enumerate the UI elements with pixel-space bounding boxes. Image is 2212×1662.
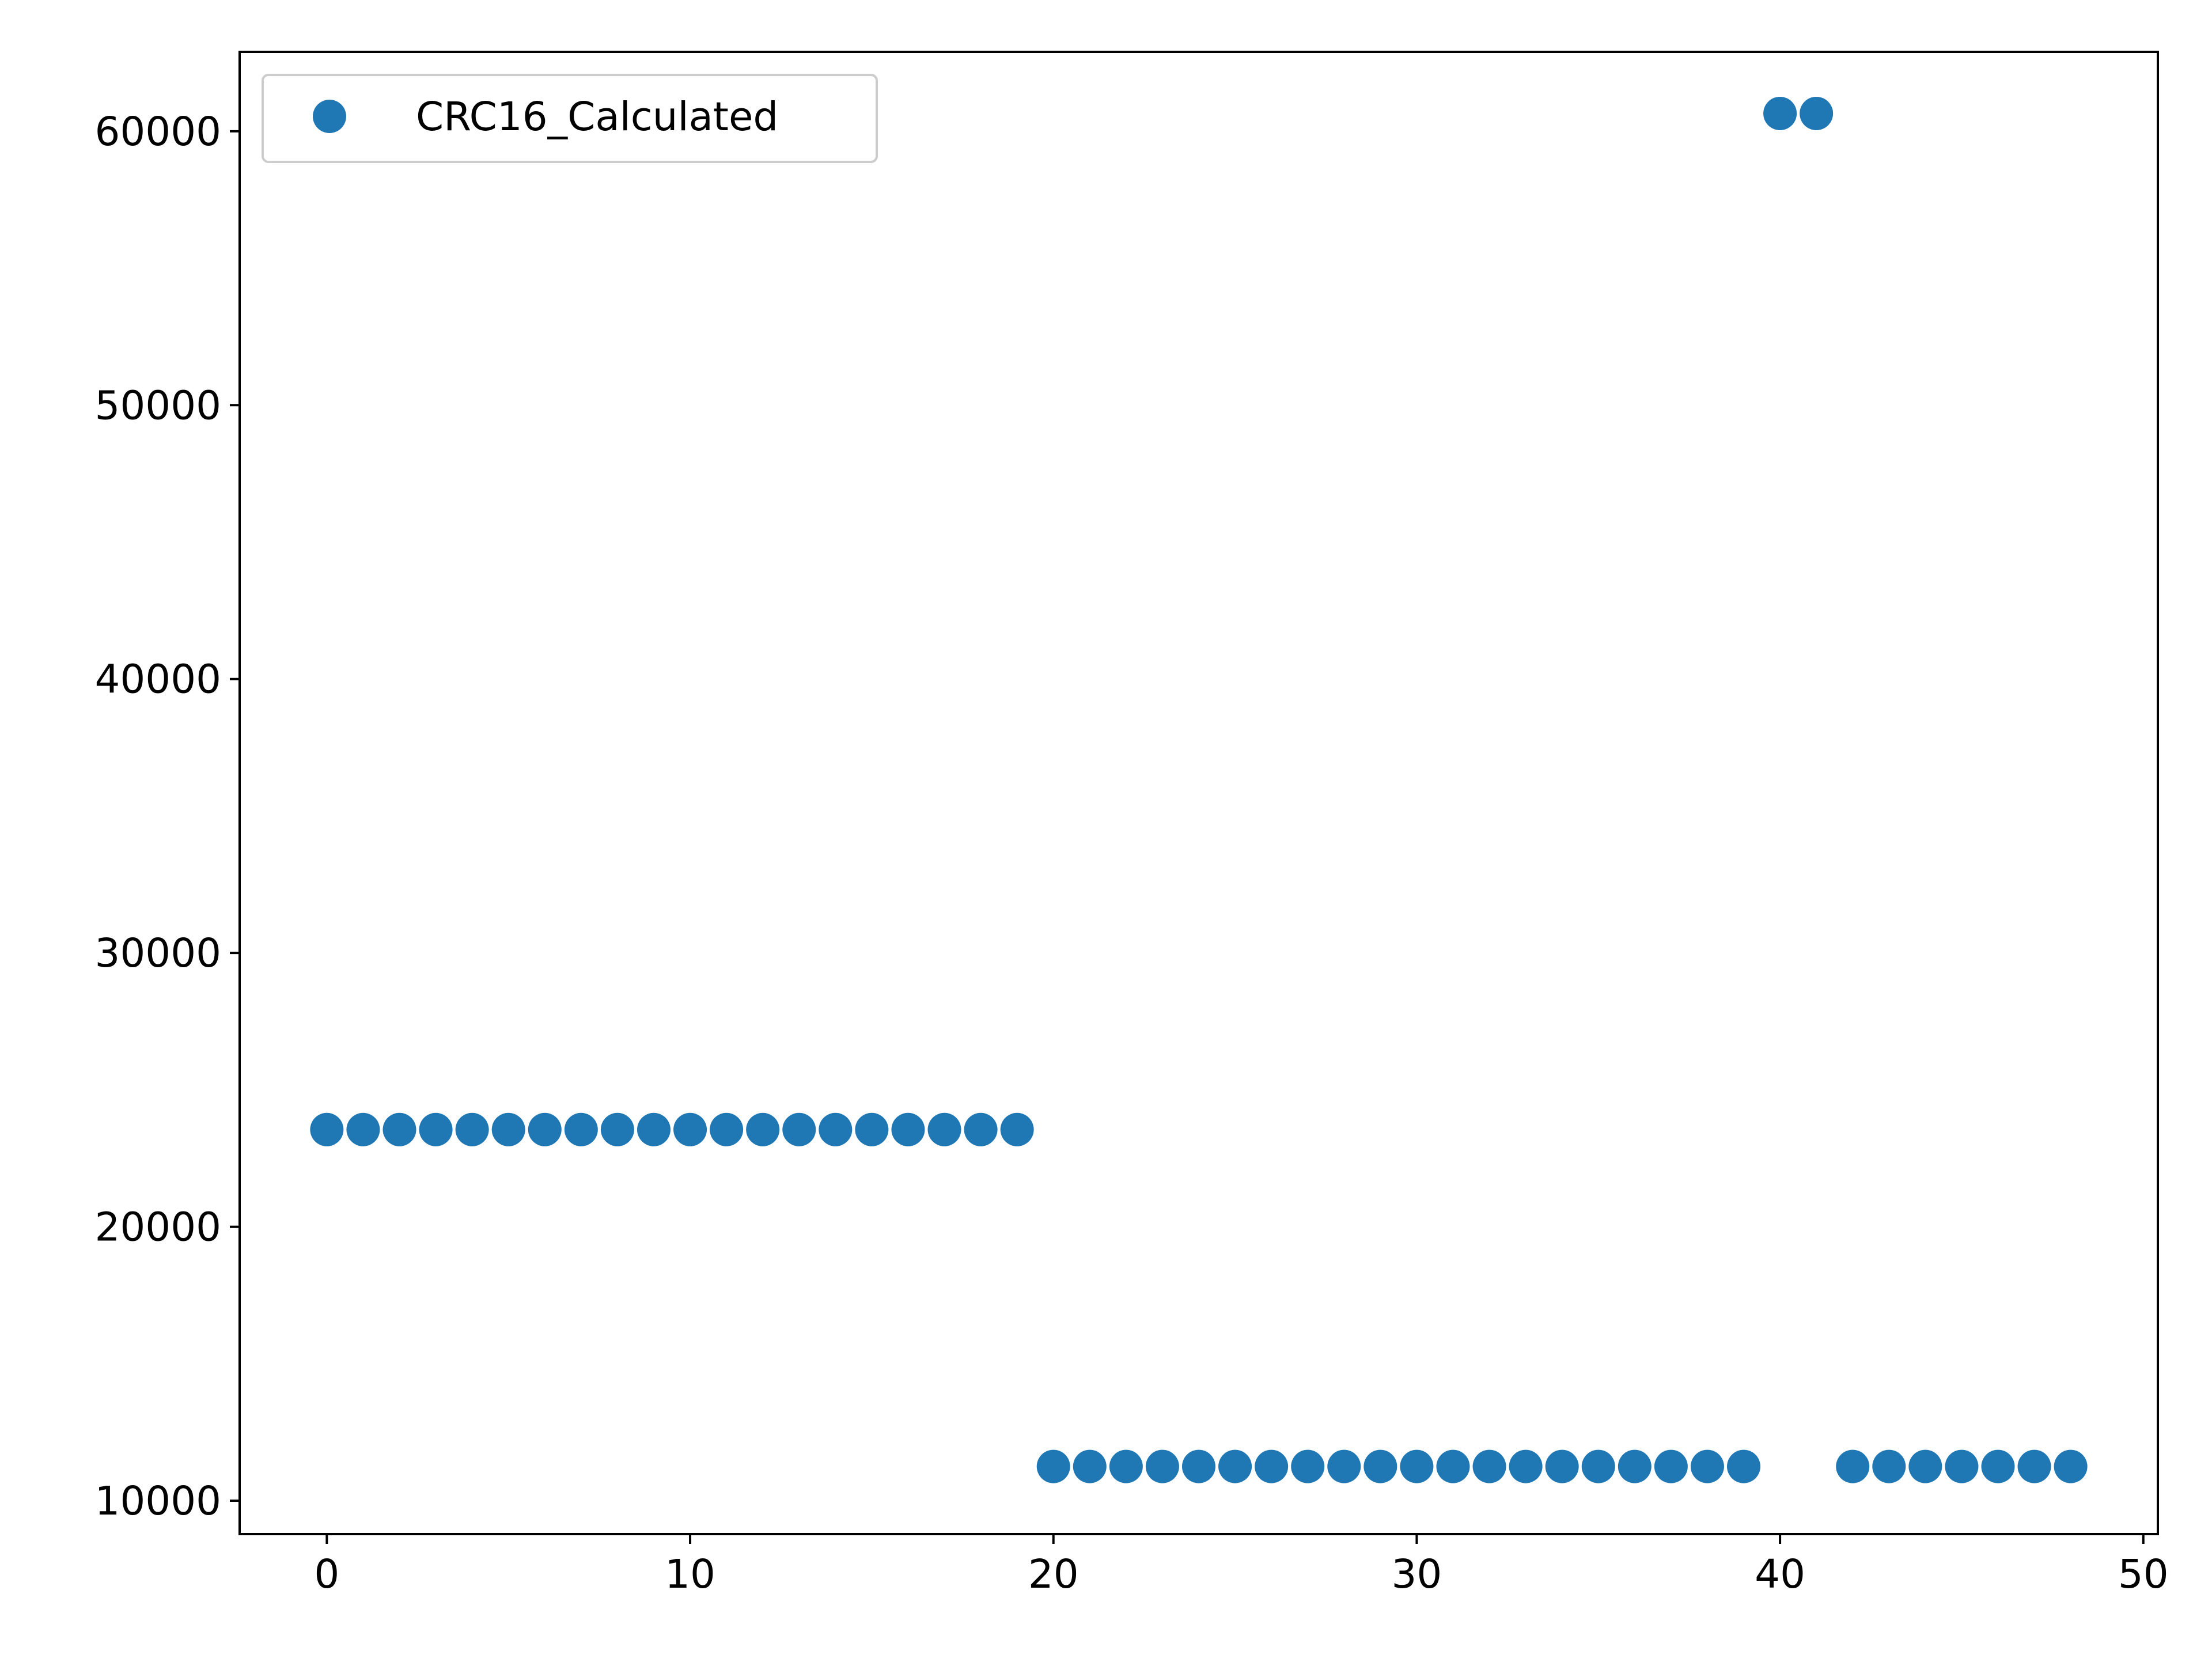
data-point [1000, 1112, 1034, 1146]
data-point [491, 1112, 525, 1146]
data-point [1545, 1449, 1579, 1483]
legend-box [262, 74, 878, 163]
data-point [564, 1112, 598, 1146]
y-axis: 10000 20000 30000 40000 50000 60000 [95, 109, 240, 1524]
y-tick-label: 30000 [95, 930, 222, 976]
x-axis: 0 10 20 30 40 50 [314, 1534, 2169, 1597]
x-tick-label: 40 [1755, 1551, 1805, 1597]
data-point [1763, 96, 1797, 130]
data-point [1036, 1449, 1070, 1483]
data-point [382, 1112, 416, 1146]
data-point [1654, 1449, 1688, 1483]
y-tick-label: 60000 [95, 109, 222, 155]
data-point [819, 1112, 853, 1146]
legend-marker [313, 100, 346, 133]
legend-label: CRC16_Calculated [416, 94, 778, 140]
data-point [1509, 1449, 1543, 1483]
data-point [1800, 96, 1834, 130]
data-point [1690, 1449, 1724, 1483]
data-point [346, 1112, 380, 1146]
data-point [419, 1112, 453, 1146]
data-point [1945, 1449, 1979, 1483]
data-point [1727, 1449, 1761, 1483]
y-tick-label: 20000 [95, 1205, 222, 1251]
data-point [600, 1112, 634, 1146]
data-point [1363, 1449, 1397, 1483]
data-point [2054, 1449, 2088, 1483]
data-point [782, 1112, 816, 1146]
data-point [1618, 1449, 1652, 1483]
data-point [1872, 1449, 1906, 1483]
data-point [1073, 1449, 1107, 1483]
data-point [1400, 1449, 1434, 1483]
y-tick-label: 40000 [95, 657, 222, 703]
data-point [891, 1112, 925, 1146]
data-point [673, 1112, 707, 1146]
data-point [1109, 1449, 1143, 1483]
data-point [1981, 1449, 2015, 1483]
data-point [310, 1112, 344, 1146]
data-point [1908, 1449, 1942, 1483]
x-tick-label: 20 [1028, 1551, 1079, 1597]
data-point [455, 1112, 489, 1146]
data-point [1836, 1449, 1870, 1483]
x-tick-label: 30 [1392, 1551, 1442, 1597]
data-point [1255, 1449, 1289, 1483]
data-point [855, 1112, 889, 1146]
data-point [2017, 1449, 2051, 1483]
data-point [1581, 1449, 1615, 1483]
data-point [1472, 1449, 1506, 1483]
data-point [1436, 1449, 1470, 1483]
x-tick-label: 0 [314, 1551, 339, 1597]
data-point [710, 1112, 744, 1146]
plot-area [310, 96, 2088, 1483]
legend: CRC16_Calculated [262, 74, 878, 163]
axes-frame [238, 51, 2159, 1535]
data-point [1291, 1449, 1325, 1483]
data-point [637, 1112, 671, 1146]
x-tick-label: 50 [2118, 1551, 2169, 1597]
data-point [964, 1112, 998, 1146]
data-point [927, 1112, 961, 1146]
y-tick-label: 50000 [95, 383, 222, 429]
y-tick-label: 10000 [95, 1478, 222, 1524]
data-point [528, 1112, 562, 1146]
data-point [1327, 1449, 1361, 1483]
data-point [746, 1112, 780, 1146]
data-point [1182, 1449, 1215, 1483]
x-tick-label: 10 [665, 1551, 715, 1597]
data-point [1218, 1449, 1252, 1483]
data-point [1145, 1449, 1179, 1483]
